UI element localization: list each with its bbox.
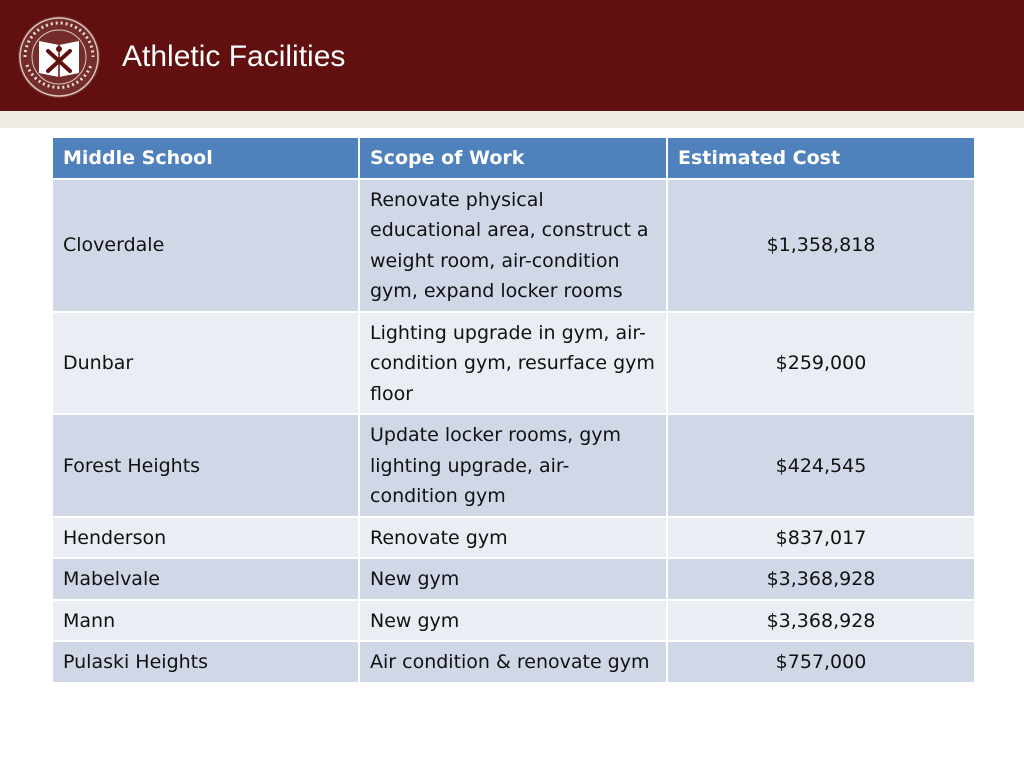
column-header-scope-of-work: Scope of Work <box>358 136 668 180</box>
cost-cell: $3,368,928 <box>666 598 976 642</box>
header-divider <box>0 111 1024 128</box>
school-cell: Henderson <box>51 515 360 559</box>
scope-cell: Renovate gym <box>358 515 668 559</box>
table-header-row: Middle School Scope of Work Estimated Co… <box>51 136 976 180</box>
scope-cell: New gym <box>358 598 668 642</box>
slide-header: Athletic Facilities <box>0 0 1024 111</box>
table-row: Henderson Renovate gym $837,017 <box>51 515 976 559</box>
cost-cell: $259,000 <box>666 310 976 415</box>
school-cell: Pulaski Heights <box>51 640 360 684</box>
scope-cell: Lighting upgrade in gym, air-condition g… <box>358 310 668 415</box>
scope-cell: Air condition & renovate gym <box>358 640 668 684</box>
cost-cell: $837,017 <box>666 515 976 559</box>
scope-cell: New gym <box>358 557 668 601</box>
school-cell: Mabelvale <box>51 557 360 601</box>
table-row: Dunbar Lighting upgrade in gym, air-cond… <box>51 310 976 415</box>
table-row: Cloverdale Renovate physical educational… <box>51 177 976 313</box>
table-row: Pulaski Heights Air condition & renovate… <box>51 640 976 684</box>
cost-cell: $3,368,928 <box>666 557 976 601</box>
slide-title: Athletic Facilities <box>122 40 346 73</box>
cost-cell: $1,358,818 <box>666 177 976 313</box>
column-header-estimated-cost: Estimated Cost <box>666 136 976 180</box>
table-row: Forest Heights Update locker rooms, gym … <box>51 413 976 518</box>
scope-cell: Renovate physical educational area, cons… <box>358 177 668 313</box>
school-cell: Forest Heights <box>51 413 360 518</box>
cost-cell: $424,545 <box>666 413 976 518</box>
table-row: Mabelvale New gym $3,368,928 <box>51 557 976 601</box>
school-cell: Cloverdale <box>51 177 360 313</box>
school-district-seal-icon <box>18 16 100 98</box>
scope-cell: Update locker rooms, gym lighting upgrad… <box>358 413 668 518</box>
cost-cell: $757,000 <box>666 640 976 684</box>
column-header-middle-school: Middle School <box>51 136 360 180</box>
athletic-facilities-table: Middle School Scope of Work Estimated Co… <box>51 136 976 684</box>
school-cell: Mann <box>51 598 360 642</box>
school-cell: Dunbar <box>51 310 360 415</box>
table-row: Mann New gym $3,368,928 <box>51 598 976 642</box>
